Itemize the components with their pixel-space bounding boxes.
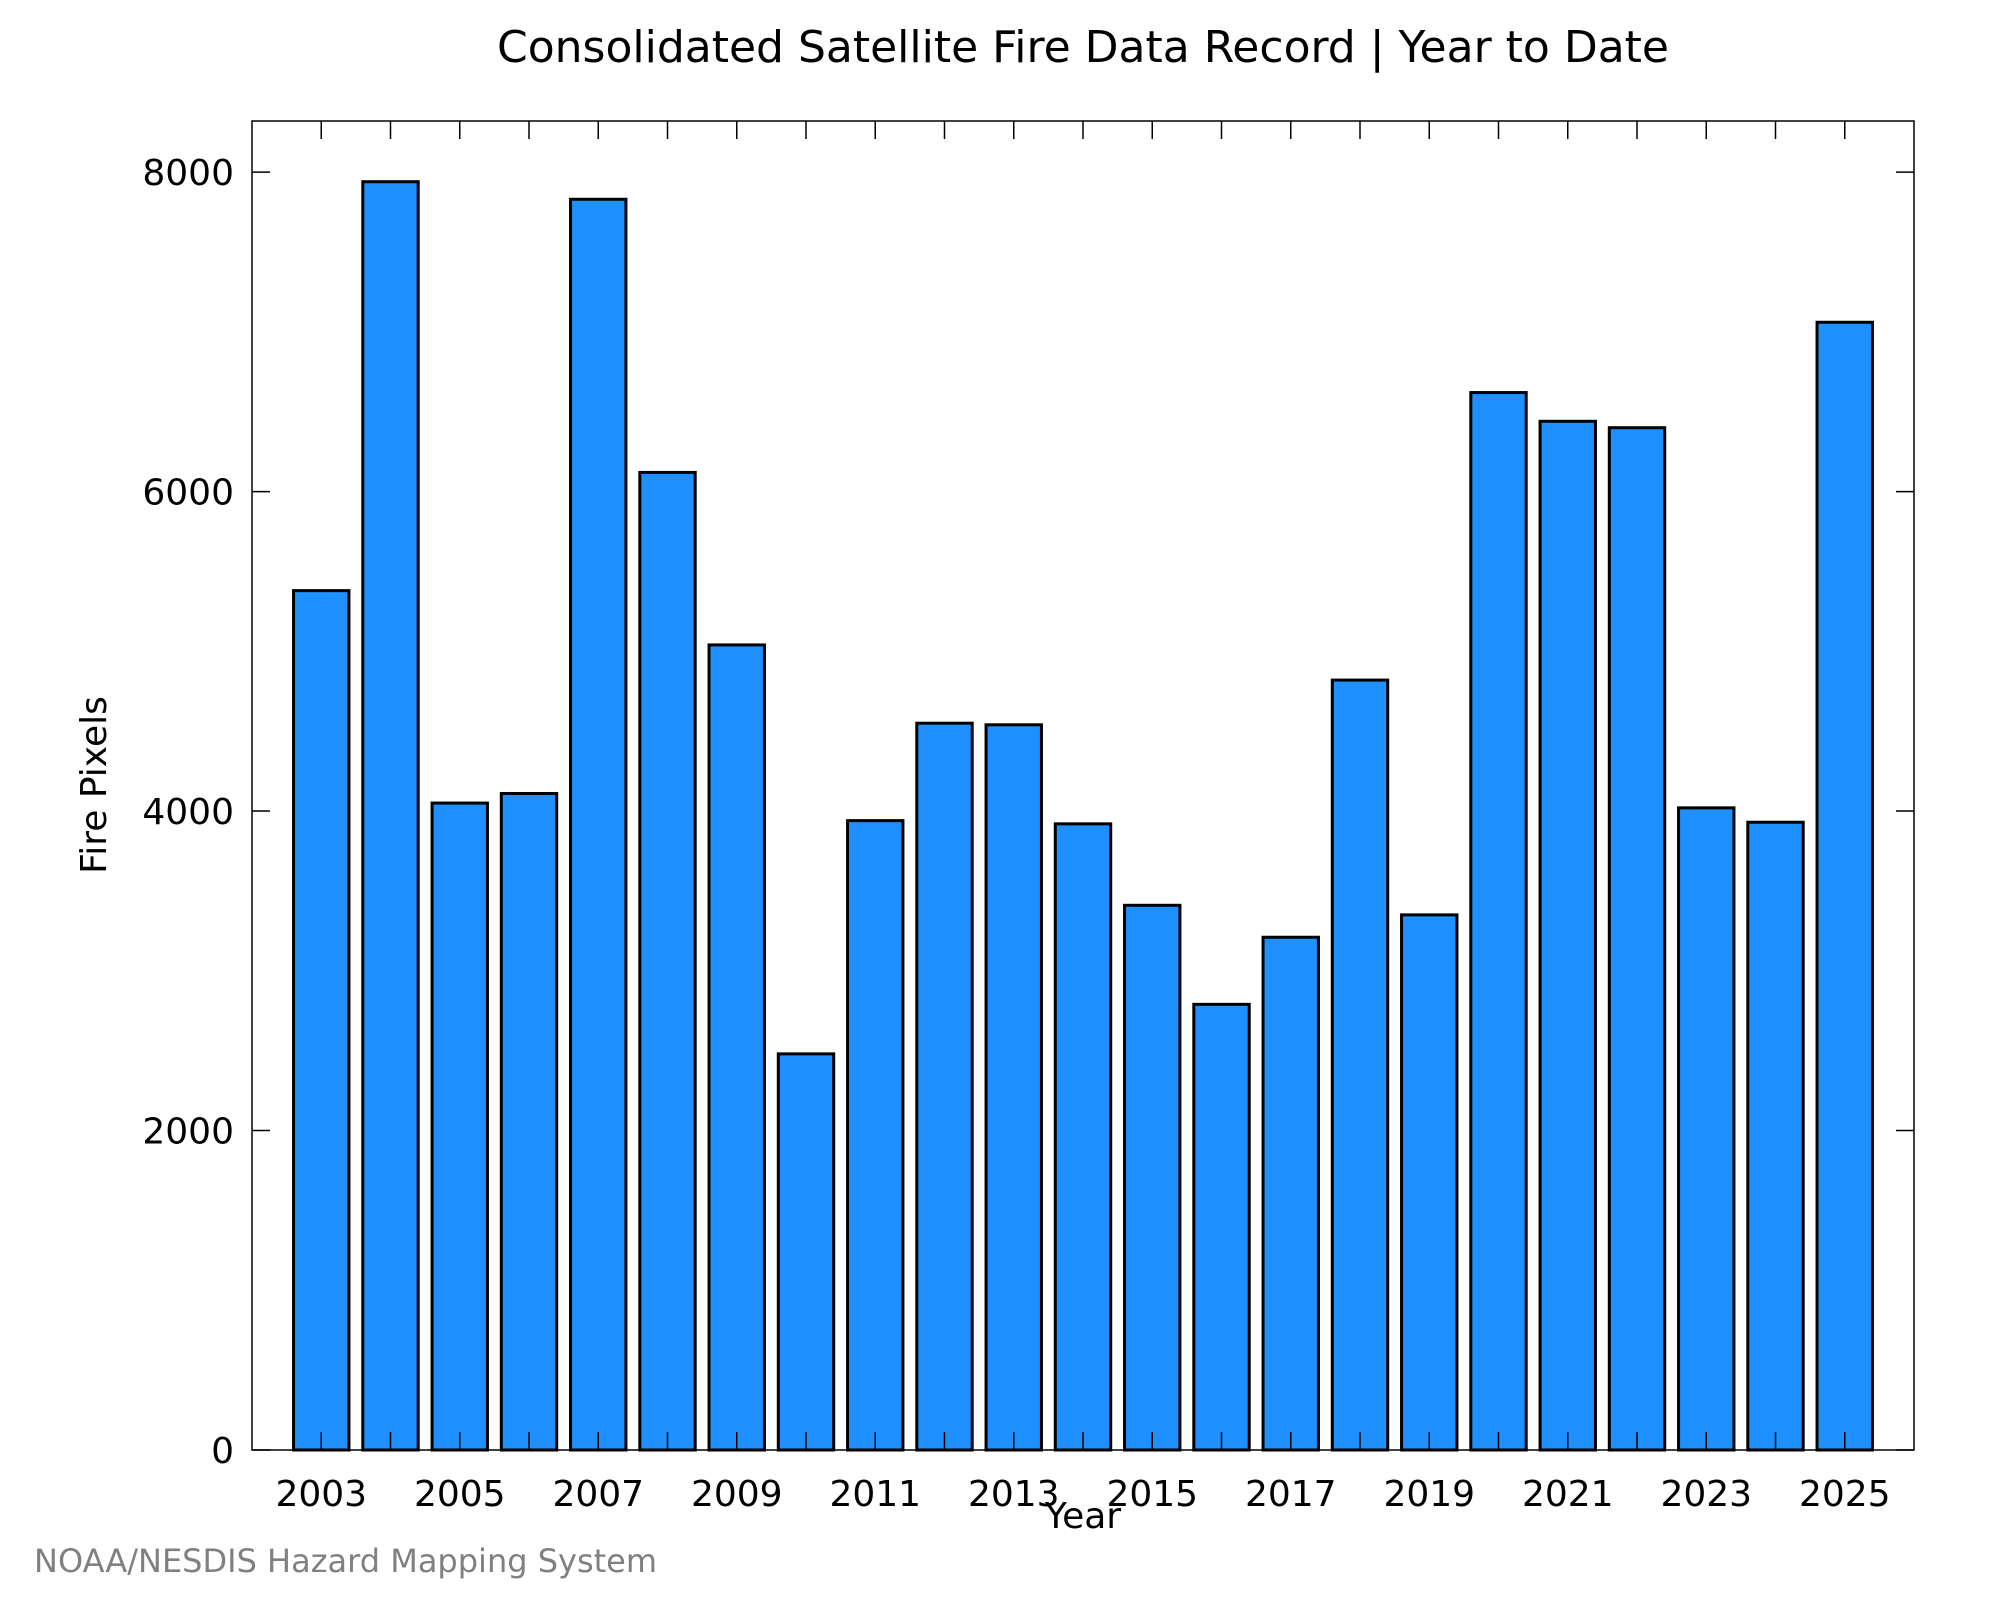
bar-2023 <box>1677 806 1736 1452</box>
bar-2009 <box>707 643 766 1452</box>
x-tick-label: 2023 <box>1660 1474 1752 1515</box>
bar-2007 <box>569 197 628 1452</box>
bar-2017 <box>1261 935 1320 1452</box>
bar-2019 <box>1400 913 1459 1452</box>
y-tick-label: 0 <box>211 1431 234 1472</box>
bar-2004 <box>361 180 420 1452</box>
x-tick-label: 2007 <box>552 1474 644 1515</box>
x-tick-label: 2011 <box>829 1474 921 1515</box>
x-tick-label: 2021 <box>1522 1474 1614 1515</box>
bar-2010 <box>776 1052 836 1452</box>
x-tick-label: 2003 <box>275 1474 367 1515</box>
bar-2024 <box>1746 820 1805 1452</box>
y-tick-label: 4000 <box>142 792 234 833</box>
bar-2014 <box>1053 822 1113 1452</box>
bar-2006 <box>499 791 559 1452</box>
bar-2022 <box>1607 426 1667 1452</box>
x-tick-label: 2013 <box>968 1474 1060 1515</box>
bar-2020 <box>1469 391 1528 1452</box>
source-credit: NOAA/NESDIS Hazard Mapping System <box>34 1542 658 1580</box>
x-tick-label: 2005 <box>414 1474 506 1515</box>
bar-2005 <box>430 801 489 1452</box>
x-tick-label: 2009 <box>691 1474 783 1515</box>
bars-group <box>292 180 1874 1452</box>
bar-2018 <box>1330 678 1390 1452</box>
bar-2021 <box>1538 419 1597 1452</box>
chart-title: Consolidated Satellite Fire Data Record … <box>497 22 1669 73</box>
y-axis: 0 2000 4000 6000 8000 <box>142 153 1914 1472</box>
bar-2011 <box>846 819 905 1452</box>
x-axis: 2003 2005 2007 2009 2011 2013 2015 2017 2019 2021… <box>275 121 1891 1515</box>
bar-2008 <box>638 470 697 1452</box>
bar-2015 <box>1123 903 1182 1452</box>
y-tick-label: 2000 <box>142 1112 234 1153</box>
y-axis-label: Fire Pixels <box>74 696 115 874</box>
x-tick-label: 2017 <box>1245 1474 1337 1515</box>
bar-2012 <box>915 721 974 1452</box>
y-tick-label: 8000 <box>142 153 234 194</box>
x-tick-label: 2019 <box>1383 1474 1475 1515</box>
x-axis-label: Year <box>1044 1496 1121 1537</box>
y-tick-label: 6000 <box>142 473 234 514</box>
bar-2025 <box>1815 320 1874 1452</box>
bar-2016 <box>1192 1002 1251 1452</box>
x-tick-label: 2025 <box>1799 1474 1891 1515</box>
bar-2003 <box>292 589 351 1452</box>
bar-2013 <box>984 723 1043 1452</box>
x-tick-label: 2015 <box>1106 1474 1198 1515</box>
